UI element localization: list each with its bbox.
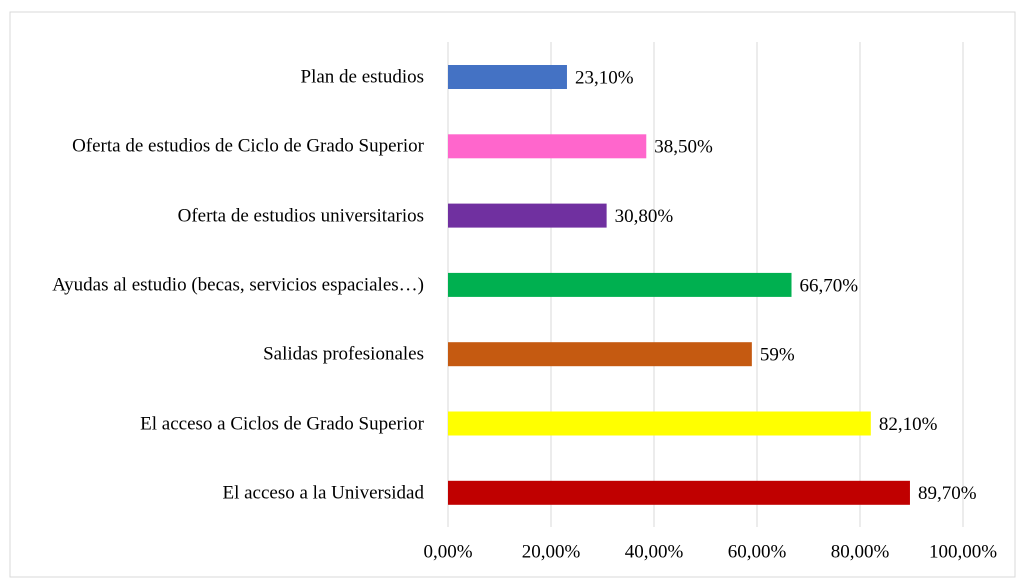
data-label: 89,70% xyxy=(918,483,977,504)
x-tick-label: 100,00% xyxy=(929,541,997,562)
category-label: El acceso a Ciclos de Grado Superior xyxy=(14,411,424,436)
data-label: 23,10% xyxy=(575,67,634,88)
category-label: El acceso a la Universidad xyxy=(14,480,424,505)
category-label: Oferta de estudios universitarios xyxy=(14,203,424,228)
category-text: El acceso a Ciclos de Grado Superior xyxy=(140,413,424,434)
bar xyxy=(448,480,910,505)
data-label: 82,10% xyxy=(879,414,938,435)
category-text: Plan de estudios xyxy=(300,66,425,88)
bar xyxy=(448,272,792,297)
bar xyxy=(448,411,871,436)
category-text: Oferta de estudios de Ciclo de Grado Sup… xyxy=(72,135,424,157)
chart-border xyxy=(9,11,1016,578)
category-text: El acceso a la Universidad xyxy=(222,482,424,504)
bar xyxy=(448,134,647,159)
data-label: 59% xyxy=(760,345,795,366)
category-label: Ayudas al estudio (becas, servicios espa… xyxy=(14,272,424,297)
x-tick-label: 60,00% xyxy=(728,541,787,562)
x-tick-label: 40,00% xyxy=(625,541,684,562)
bar xyxy=(448,65,567,89)
category-text: Ayudas al estudio (becas, servicios espa… xyxy=(52,274,424,296)
x-tick-label: 80,00% xyxy=(831,541,890,562)
category-label: Oferta de estudios de Ciclo de Grado Sup… xyxy=(14,134,424,159)
data-label: 38,50% xyxy=(654,137,713,158)
bar xyxy=(448,203,607,228)
category-text: Salidas profesionales xyxy=(263,343,424,365)
x-tick-label: 0,00% xyxy=(423,541,472,562)
bar xyxy=(448,342,752,367)
data-label: 66,70% xyxy=(800,275,859,296)
data-label: 30,80% xyxy=(615,206,674,227)
category-label: Salidas profesionales xyxy=(14,342,424,367)
category-label: Plan de estudios xyxy=(14,65,425,90)
category-text: Oferta de estudios universitarios xyxy=(177,205,424,227)
x-tick-label: 20,00% xyxy=(522,541,581,562)
